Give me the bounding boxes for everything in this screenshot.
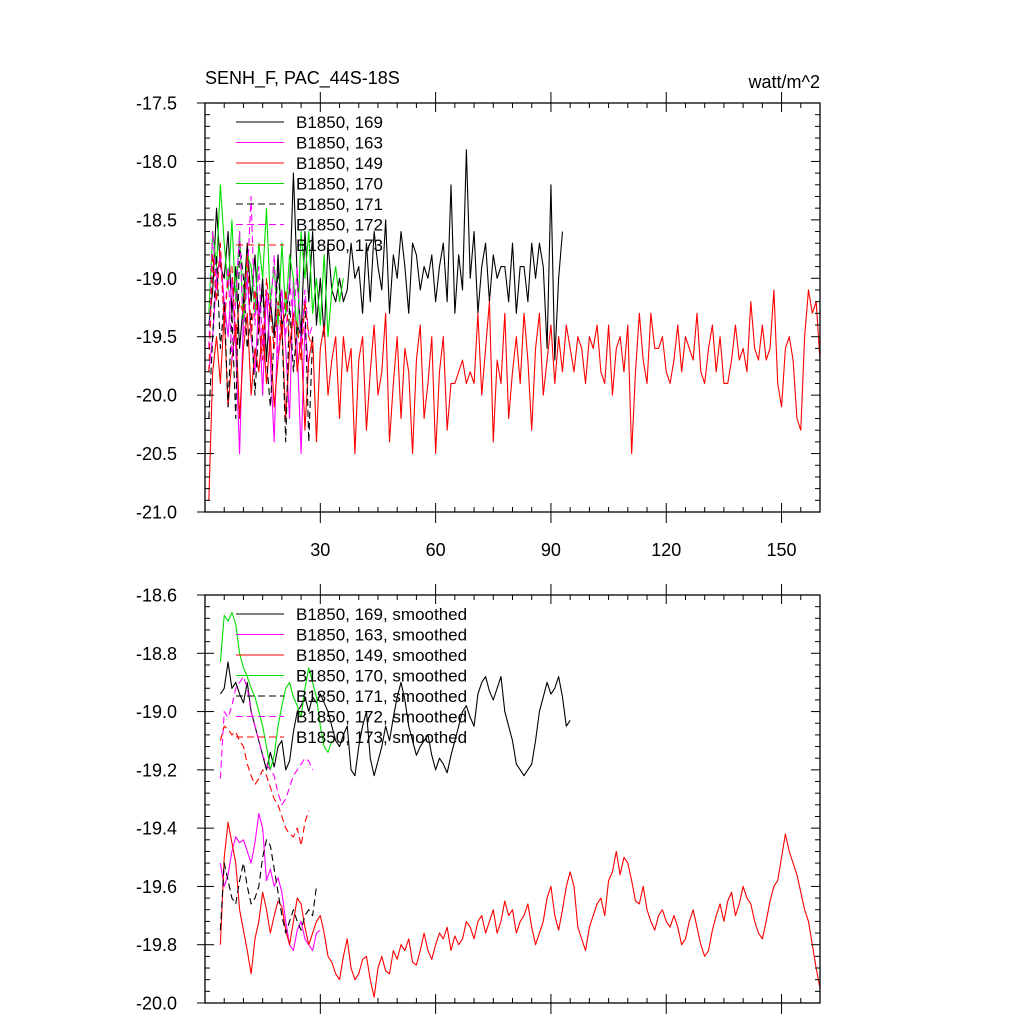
y-tick-label: -19.6 xyxy=(136,877,177,897)
y-tick-label: -18.8 xyxy=(136,644,177,664)
legend-label: B1850, 169, smoothed xyxy=(296,605,467,624)
bottom-plot-area: -18.6 -18.8 -19.0 -19.2 -19.4 -19.6 -19.8 -20.0… xyxy=(136,584,821,1014)
series-line-4 xyxy=(219,839,318,934)
x-tick-label: 150 xyxy=(767,540,797,560)
x-tick-label: 120 xyxy=(651,540,681,560)
legend-label: B1850, 163, smoothed xyxy=(296,626,467,645)
top-chart: SENH_F, PAC_44S-18S watt/m^2 30 60 90 120 15… xyxy=(136,68,821,560)
legend-label: B1850, 163 xyxy=(296,134,383,153)
y-tick-label: -18.5 xyxy=(136,210,177,230)
legend-label: B1850, 149 xyxy=(296,154,383,173)
x-tick-label: 30 xyxy=(310,540,330,560)
legend-label: B1850, 169 xyxy=(296,113,383,132)
series-line-0 xyxy=(219,661,571,777)
y-tick-label: -21.0 xyxy=(136,503,177,523)
y-tick-label: -19.5 xyxy=(136,327,177,347)
legend-label: B1850, 171 xyxy=(296,195,383,214)
chart-title: SENH_F, PAC_44S-18S xyxy=(205,68,400,89)
legend-label: B1850, 172 xyxy=(296,216,383,235)
legend: B1850, 169, smoothed B1850, 163, smoothed… xyxy=(236,605,467,747)
y-tick-label: -19.0 xyxy=(136,269,177,289)
legend-label: B1850, 173, smoothed xyxy=(296,728,467,747)
legend-label: B1850, 170 xyxy=(296,175,383,194)
y-tick-label: -20.0 xyxy=(136,386,177,406)
y-tick-label: -18.6 xyxy=(136,586,177,606)
legend-label: B1850, 171, smoothed xyxy=(296,687,467,706)
legend-label: B1850, 170, smoothed xyxy=(296,667,467,686)
y-tick-label: -20.5 xyxy=(136,444,177,464)
series-line-6 xyxy=(208,242,314,372)
y-tick-label: -19.0 xyxy=(136,702,177,722)
series-line-2 xyxy=(219,821,820,998)
y-tick-label: -17.5 xyxy=(136,94,177,114)
y-tick-label: -19.8 xyxy=(136,935,177,955)
y-tick-label: -19.2 xyxy=(136,760,177,780)
top-plot-area: 30 60 90 120 150 -17.5 -18.0 -18.5 -19.0 -19.5 -20… xyxy=(136,92,821,560)
series-line-5 xyxy=(219,676,314,806)
y-tick-label: -20.0 xyxy=(136,994,177,1014)
series-group xyxy=(208,149,820,501)
series-group xyxy=(219,611,820,998)
legend-label: B1850, 173 xyxy=(296,236,383,255)
legend-label: B1850, 172, smoothed xyxy=(296,708,467,727)
series-line-0 xyxy=(208,149,564,361)
legend-label: B1850, 149, smoothed xyxy=(296,646,467,665)
units-label: watt/m^2 xyxy=(748,72,820,92)
x-tick-label: 90 xyxy=(541,540,561,560)
y-tick-label: -19.4 xyxy=(136,819,177,839)
y-tick-label: -18.0 xyxy=(136,152,177,172)
bottom-chart: -18.6 -18.8 -19.0 -19.2 -19.4 -19.6 -19.8 -20.0… xyxy=(136,584,821,1014)
series-line-1 xyxy=(219,813,321,952)
series-line-6 xyxy=(219,725,310,847)
series-line-3 xyxy=(219,611,333,771)
series-line-2 xyxy=(208,289,820,501)
x-tick-label: 60 xyxy=(426,540,446,560)
